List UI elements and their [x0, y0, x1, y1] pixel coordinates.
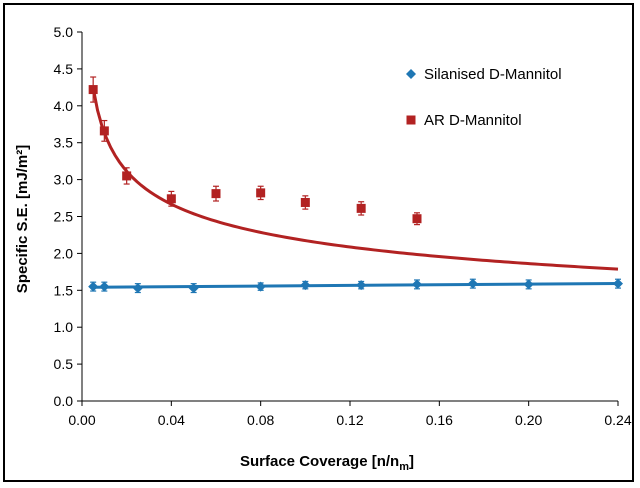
data-point-square: [122, 171, 132, 181]
legend-marker-square: [406, 115, 416, 125]
x-tick-label: 0.00: [68, 412, 95, 428]
data-point-diamond: [88, 281, 99, 292]
scatter-chart: 0.00.51.01.52.02.53.03.54.04.55.0 0.00 0.…: [14, 24, 632, 473]
x-tick-label: 0.20: [515, 412, 542, 428]
y-tick-label: 1.5: [54, 282, 74, 298]
data-point-square: [88, 85, 98, 95]
x-axis: 0.00 0.04 0.08 0.12 0.16 0.20 0.24: [68, 400, 632, 428]
legend: Silanised D-Mannitol AR D-Mannitol: [406, 66, 562, 129]
y-tick-label: 3.5: [54, 135, 74, 151]
x-tick-label: 0.16: [426, 412, 453, 428]
data-point-square: [211, 189, 221, 199]
data-point-square: [356, 203, 366, 213]
x-tick-label: 0.12: [336, 412, 363, 428]
data-point-diamond: [132, 283, 143, 294]
legend-label: AR D-Mannitol: [424, 112, 522, 129]
data-point-diamond: [255, 281, 266, 292]
y-tick-label: 4.0: [54, 98, 74, 114]
data-point-square: [99, 126, 109, 136]
x-tick-label: 0.04: [158, 412, 185, 428]
y-axis: 0.0 0.5 1.0 1.5 2.0 2.5 3.0 3.5 4.0 4.5 5.0: [54, 24, 83, 409]
data-point-square: [412, 214, 422, 224]
x-tick-label: 0.24: [604, 412, 631, 428]
data-point-square: [166, 194, 176, 204]
data-point-diamond: [412, 279, 422, 290]
y-tick-label: 0.0: [54, 393, 74, 409]
fit-line-series-0: [93, 281, 619, 289]
fit-lines: [91, 87, 619, 289]
data-point-diamond: [99, 281, 110, 292]
legend-label: Silanised D-Mannitol: [424, 66, 562, 83]
legend-marker-diamond: [406, 69, 416, 79]
data-point-diamond: [523, 279, 534, 290]
data-point-diamond: [467, 278, 478, 289]
data-point-diamond: [188, 283, 199, 294]
x-tick-label: 0.08: [247, 412, 274, 428]
x-axis-title: Surface Coverage [n/nm]: [240, 453, 414, 473]
data-series: [88, 76, 623, 294]
y-axis-title: Specific S.E. [mJ/m²]: [14, 145, 31, 293]
y-tick-label: 4.5: [54, 61, 74, 77]
fit-line-series-1: [91, 87, 619, 271]
data-point-square: [256, 188, 266, 198]
y-tick-label: 1.0: [54, 319, 74, 335]
y-tick-label: 2.5: [54, 209, 74, 225]
chart-frame: 0.0 0.5 1.0 1.5 2.0 2.5 3.0 3.5 4.0 4.5 5.0 0.00 0.…: [3, 3, 634, 482]
data-point-diamond: [613, 278, 623, 289]
y-tick-label: 2.0: [54, 245, 74, 261]
data-point-diamond: [300, 280, 311, 291]
y-tick-label: 5.0: [54, 24, 74, 40]
data-point-square: [300, 197, 310, 207]
y-tick-label: 0.5: [54, 356, 74, 372]
data-point-diamond: [356, 280, 367, 291]
y-tick-label: 3.0: [54, 172, 74, 188]
